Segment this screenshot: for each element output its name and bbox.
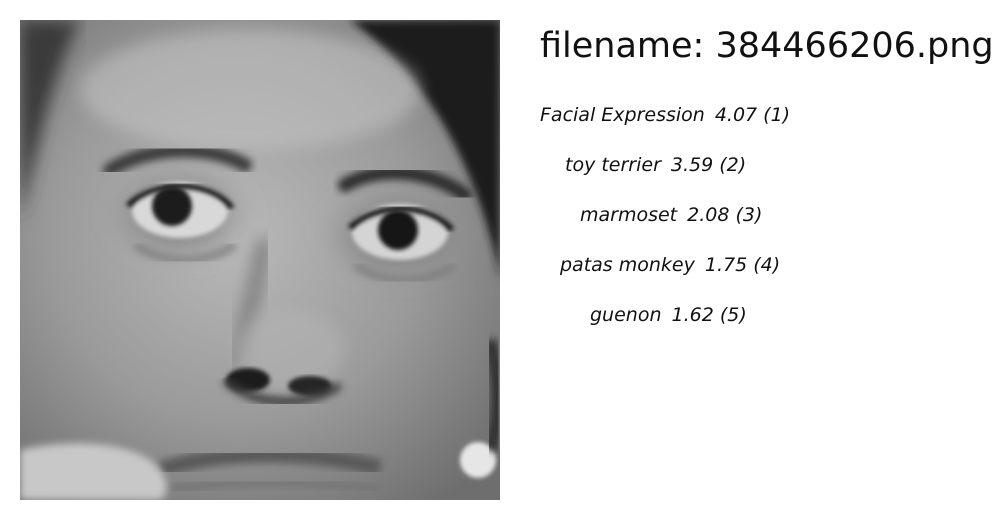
prediction-score: 2.08 xyxy=(687,204,730,226)
prediction-label: toy terrier xyxy=(565,154,661,176)
prediction-label: marmoset xyxy=(580,204,678,226)
prediction-rank: (2) xyxy=(719,154,747,176)
prediction-label: guenon xyxy=(590,304,662,326)
prediction-score: 1.62 xyxy=(671,304,714,326)
prediction-item-4: patas monkey 1.75 (4) xyxy=(560,250,780,280)
face-photo-icon xyxy=(20,20,500,500)
prediction-score: 4.07 xyxy=(714,104,758,126)
prediction-label: Facial Expression xyxy=(540,104,705,126)
face-photo xyxy=(20,20,500,500)
prediction-item-5: guenon 1.62 (5) xyxy=(590,300,747,330)
prediction-score: 1.75 xyxy=(704,254,748,276)
prediction-item-3: marmoset 2.08 (3) xyxy=(580,200,762,230)
prediction-rank: (1) xyxy=(763,104,791,126)
prediction-rank: (4) xyxy=(753,254,781,276)
prediction-label: patas monkey xyxy=(560,254,695,276)
prediction-rank: (3) xyxy=(735,204,763,226)
prediction-item-1: Facial Expression 4.07 (1) xyxy=(540,100,790,130)
filename-title: filename: 384466206.png xyxy=(540,26,994,66)
prediction-score: 3.59 xyxy=(670,154,714,176)
prediction-rank: (5) xyxy=(719,304,747,326)
prediction-item-2: toy terrier 3.59 (2) xyxy=(565,150,746,180)
